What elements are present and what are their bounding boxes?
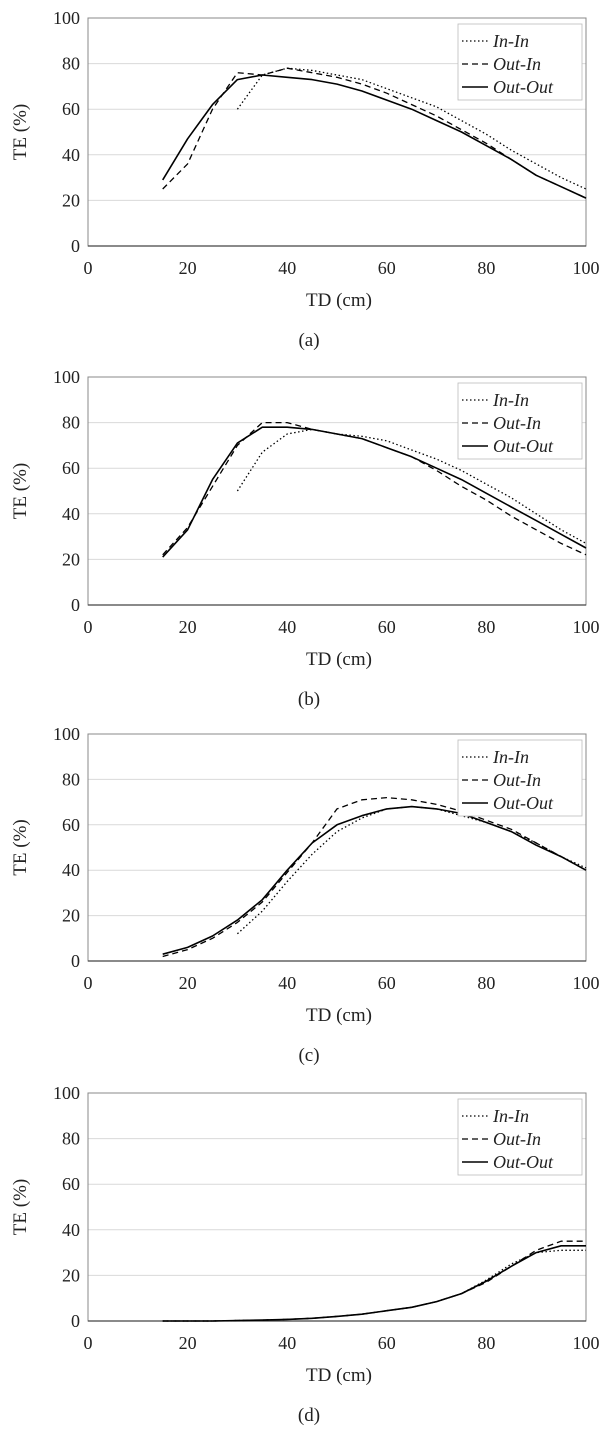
x-tick-label: 60 [378, 258, 396, 278]
series-line-out-in [162, 67, 587, 199]
x-tick-label: 40 [278, 258, 296, 278]
y-tick-label: 100 [53, 367, 80, 387]
y-axis-label: TE (%) [10, 104, 31, 160]
y-tick-label: 20 [62, 190, 80, 210]
x-tick-label: 20 [179, 973, 197, 993]
x-tick-label: 40 [278, 973, 296, 993]
panel-label: (c) [298, 1045, 319, 1066]
x-tick-label: 80 [477, 973, 495, 993]
y-tick-label: 60 [62, 99, 80, 119]
legend: In-In Out-In Out-Out [457, 382, 583, 460]
y-tick-label: 0 [71, 595, 80, 615]
x-tick-label: 100 [573, 258, 600, 278]
x-tick-label: 100 [573, 617, 600, 637]
series-line-out-out [162, 805, 587, 955]
legend-label: In-In [492, 1106, 529, 1126]
legend-label: Out-Out [493, 77, 554, 97]
y-tick-label: 40 [62, 145, 80, 165]
x-axis-label: TD (cm) [306, 290, 372, 311]
legend-label: Out-In [493, 1129, 541, 1149]
y-tick-label: 80 [62, 54, 80, 74]
series-line-in-in [236, 67, 587, 190]
legend: In-In Out-In Out-Out [457, 1098, 583, 1176]
y-tick-label: 40 [62, 504, 80, 524]
legend-label: Out-In [493, 54, 541, 74]
legend-label: Out-In [493, 770, 541, 790]
y-tick-label: 80 [62, 769, 80, 789]
x-tick-label: 40 [278, 1333, 296, 1353]
y-tick-label: 0 [71, 1311, 80, 1331]
x-tick-label: 0 [84, 1333, 93, 1353]
legend-label: In-In [492, 747, 529, 767]
y-tick-label: 20 [62, 549, 80, 569]
chart-panel-b: 0 20 40 60 80 100 0 20 40 60 80 100 In-In Out-In Out-O… [10, 367, 600, 710]
x-tick-label: 60 [378, 617, 396, 637]
series-line-in-in [236, 805, 587, 935]
y-axis-label: TE (%) [10, 819, 31, 875]
legend-box [457, 382, 583, 460]
x-tick-label: 100 [573, 973, 600, 993]
y-tick-label: 40 [62, 860, 80, 880]
x-tick-label: 20 [179, 617, 197, 637]
y-tick-label: 80 [62, 413, 80, 433]
panel-label: (b) [298, 689, 320, 710]
series-line-in-in [236, 428, 587, 544]
x-tick-label: 60 [378, 1333, 396, 1353]
y-tick-label: 0 [71, 951, 80, 971]
y-tick-label: 100 [53, 724, 80, 744]
x-tick-label: 20 [179, 1333, 197, 1353]
y-tick-label: 20 [62, 906, 80, 926]
y-tick-label: 0 [71, 236, 80, 256]
legend: In-In Out-In Out-Out [457, 23, 583, 101]
legend-label: Out-Out [493, 1152, 554, 1172]
y-tick-label: 60 [62, 815, 80, 835]
series-line-out-out [162, 1245, 586, 1322]
series-line-out-in [162, 796, 587, 958]
y-tick-label: 20 [62, 1265, 80, 1285]
y-tick-label: 60 [62, 1174, 80, 1194]
series-line-out-out [162, 74, 587, 199]
chart-panel-d: 0 20 40 60 80 100 0 20 40 60 80 100 In-In Out-In Out-O… [10, 1083, 600, 1426]
y-tick-label: 40 [62, 1220, 80, 1240]
x-tick-label: 0 [84, 258, 93, 278]
x-axis-label: TD (cm) [306, 1365, 372, 1386]
legend-label: In-In [492, 390, 529, 410]
y-tick-label: 100 [53, 8, 80, 28]
y-axis-label: TE (%) [10, 1179, 31, 1235]
series-line-out-in [162, 1240, 586, 1322]
x-tick-label: 100 [573, 1333, 600, 1353]
x-tick-label: 40 [278, 617, 296, 637]
legend-label: In-In [492, 31, 529, 51]
x-tick-label: 0 [84, 617, 93, 637]
panel-label: (d) [298, 1405, 320, 1426]
y-tick-label: 100 [53, 1083, 80, 1103]
chart-panel-a: 0 20 40 60 80 100 0 20 40 60 80 100 In-In Out-In Out-O… [10, 8, 600, 351]
panel-label: (a) [298, 330, 319, 351]
x-axis-label: TD (cm) [306, 649, 372, 670]
legend: In-In Out-In Out-Out [457, 739, 583, 817]
legend-label: Out-In [493, 413, 541, 433]
x-tick-label: 20 [179, 258, 197, 278]
x-tick-label: 80 [477, 617, 495, 637]
x-axis-label: TD (cm) [306, 1005, 372, 1026]
legend-label: Out-Out [493, 436, 554, 456]
x-tick-label: 80 [477, 1333, 495, 1353]
x-tick-label: 60 [378, 973, 396, 993]
legend-label: Out-Out [493, 793, 554, 813]
x-tick-label: 0 [84, 973, 93, 993]
chart-panel-c: 0 20 40 60 80 100 0 20 40 60 80 100 In-In Out-In Out-O… [10, 724, 600, 1066]
x-tick-label: 80 [477, 258, 495, 278]
y-tick-label: 80 [62, 1129, 80, 1149]
series-line-out-out [162, 426, 587, 558]
y-axis-label: TE (%) [10, 463, 31, 519]
y-tick-label: 60 [62, 458, 80, 478]
